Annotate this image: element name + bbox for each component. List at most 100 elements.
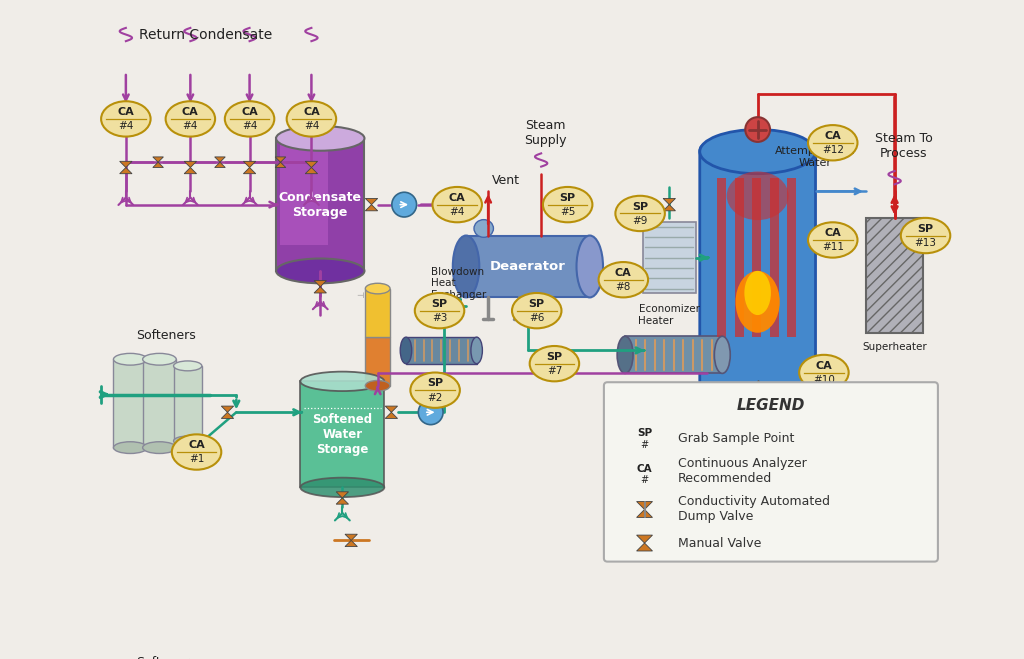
Text: #1: #1 [188,455,204,465]
Text: SP: SP [637,428,652,438]
Text: #4: #4 [182,121,198,131]
Ellipse shape [577,235,603,297]
Polygon shape [314,281,327,287]
Ellipse shape [625,460,664,488]
Text: #10: #10 [813,375,835,385]
Polygon shape [366,205,378,211]
Ellipse shape [142,353,176,365]
Ellipse shape [142,442,176,453]
Circle shape [745,117,770,142]
Text: Softeners: Softeners [136,656,196,659]
Ellipse shape [276,126,365,151]
Polygon shape [244,167,256,174]
Ellipse shape [727,171,788,220]
Polygon shape [385,413,397,418]
Ellipse shape [699,130,815,174]
Bar [174,366,202,441]
Text: CA: CA [615,268,632,278]
Ellipse shape [617,336,633,374]
Polygon shape [275,162,286,167]
Ellipse shape [474,219,494,237]
Text: Vent: Vent [492,174,519,187]
Polygon shape [664,198,676,205]
Text: Steam
Supply: Steam Supply [524,119,567,147]
Text: SP: SP [559,193,575,203]
Polygon shape [305,167,317,174]
Ellipse shape [453,235,479,297]
Text: Softeners: Softeners [136,329,196,341]
Polygon shape [385,406,397,413]
Bar [753,178,761,337]
Bar [625,336,722,374]
Text: Blowdown
Heat
Exchanger: Blowdown Heat Exchanger [431,267,486,300]
Polygon shape [153,157,164,162]
Polygon shape [184,167,197,174]
Text: #9: #9 [633,216,648,226]
Text: Continuous Analyzer
Recommended: Continuous Analyzer Recommended [678,457,807,486]
Text: Return Condensate: Return Condensate [139,28,272,42]
Bar [114,359,147,447]
Text: Grab Sample Point: Grab Sample Point [678,432,795,445]
Ellipse shape [400,337,412,364]
Text: #4: #4 [304,121,319,131]
Ellipse shape [599,262,648,297]
Text: Manual Valve: Manual Valve [678,536,762,550]
Text: #6: #6 [529,313,545,323]
Ellipse shape [114,442,147,453]
Text: Steam To
Process: Steam To Process [874,132,932,160]
Polygon shape [366,198,378,205]
Ellipse shape [101,101,151,136]
Text: SP: SP [918,224,934,234]
FancyBboxPatch shape [699,144,815,388]
Ellipse shape [615,196,665,231]
Ellipse shape [114,353,147,365]
Ellipse shape [300,478,384,497]
Ellipse shape [512,293,561,328]
Ellipse shape [415,293,464,328]
Ellipse shape [411,372,460,408]
Ellipse shape [744,271,771,315]
Bar [276,138,365,271]
Text: Boiler: Boiler [737,397,778,411]
Text: SP: SP [547,352,562,362]
Polygon shape [752,399,764,405]
Text: #4: #4 [450,207,465,217]
Text: CA: CA [824,228,841,239]
Polygon shape [637,509,652,517]
Polygon shape [314,287,327,293]
Text: #4: #4 [118,121,133,131]
Ellipse shape [366,283,390,294]
Polygon shape [184,161,197,167]
Text: SP: SP [431,299,447,309]
Bar [466,235,590,297]
Text: SP: SP [528,299,545,309]
Ellipse shape [799,355,849,390]
Text: #13: #13 [914,238,937,248]
Polygon shape [221,413,233,418]
Text: CA: CA [637,464,652,474]
Polygon shape [336,492,348,498]
Ellipse shape [625,424,664,453]
Polygon shape [215,157,225,162]
Ellipse shape [174,436,202,446]
Text: Softened
Water
Storage: Softened Water Storage [312,413,373,456]
Ellipse shape [287,101,336,136]
Text: Heater: Heater [638,316,674,326]
Text: CA: CA [824,131,841,141]
Text: SP: SP [427,378,443,388]
Text: #: # [640,475,648,485]
Ellipse shape [166,101,215,136]
Ellipse shape [901,218,950,253]
Text: #4: #4 [242,121,257,131]
Polygon shape [345,534,357,540]
Bar [142,359,176,447]
Text: #8: #8 [615,282,631,292]
Ellipse shape [225,101,274,136]
Text: ⊣: ⊣ [356,291,364,300]
Polygon shape [664,205,676,211]
Text: Condensate
Storage: Condensate Storage [279,190,361,219]
Text: LEGEND: LEGEND [736,397,805,413]
Ellipse shape [432,187,482,222]
Bar [787,178,796,337]
Ellipse shape [276,258,365,283]
